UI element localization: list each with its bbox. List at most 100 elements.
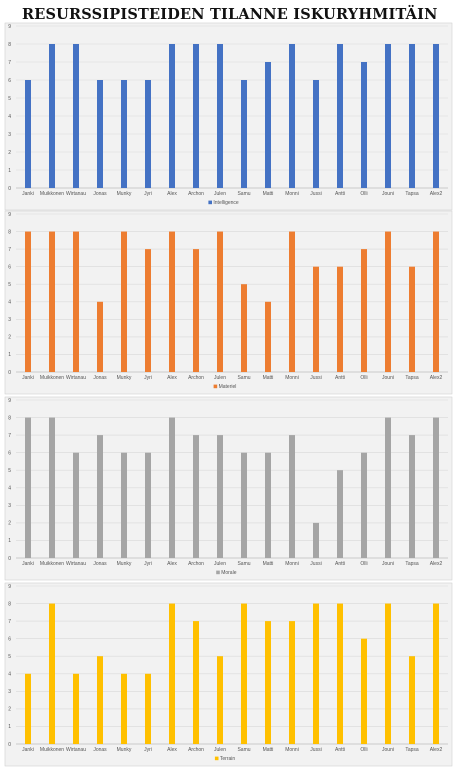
x-tick-label: Archon: [188, 561, 204, 567]
page-title: RESURSSIPISTEIDEN TILANNE ISKURYHMITÄIN: [22, 6, 438, 23]
bar-olli: [361, 638, 367, 744]
y-tick-label: 9: [8, 212, 11, 218]
legend-swatch: [214, 756, 219, 761]
bar-munky: [121, 673, 127, 744]
y-tick-label: 5: [8, 282, 11, 288]
bar-julen: [217, 231, 223, 372]
bar-samu: [241, 284, 247, 372]
bar-tapsa: [409, 44, 415, 188]
bar-jussi: [313, 603, 319, 744]
bar-olli: [361, 452, 367, 558]
legend-label: Intelligence: [213, 200, 239, 206]
bar-jouni: [385, 417, 391, 558]
y-tick-label: 5: [8, 654, 11, 660]
x-tick-label: Alex2: [430, 561, 443, 567]
x-tick-label: Samu: [237, 747, 250, 753]
x-tick-label: Jyri: [144, 747, 152, 753]
y-tick-label: 8: [8, 415, 11, 421]
legend-label: Terrain: [220, 756, 236, 762]
y-tick-label: 6: [8, 450, 11, 456]
x-tick-label: Olli: [360, 747, 367, 753]
y-tick-label: 2: [8, 521, 11, 527]
y-tick-label: 0: [8, 186, 11, 192]
bar-julen: [217, 435, 223, 558]
chart-materiel: 0 1 2 3 4 5 6 7 8 9 Janki Muikkonen Wirtanau Jonas Mun…: [0, 210, 458, 396]
bar-antti: [337, 44, 343, 188]
bar-samu: [241, 452, 247, 558]
x-tick-label: Janki: [22, 191, 34, 197]
y-tick-label: 0: [8, 370, 11, 376]
x-tick-label: Jouni: [382, 375, 394, 381]
x-tick-label: Jonas: [93, 375, 107, 381]
y-tick-label: 8: [8, 229, 11, 235]
bar-jonas: [97, 435, 103, 558]
x-tick-label: Jouni: [382, 561, 394, 567]
x-tick-label: Jouni: [382, 191, 394, 197]
bar-samu: [241, 603, 247, 744]
legend-label: Morale: [221, 570, 237, 576]
x-tick-label: Alex: [167, 747, 177, 753]
bar-monni: [289, 621, 295, 744]
bar-alex: [169, 44, 175, 188]
y-tick-label: 4: [8, 486, 11, 492]
y-tick-label: 1: [8, 724, 11, 730]
bar-matti: [265, 452, 271, 558]
x-tick-label: Jonas: [93, 191, 107, 197]
y-tick-label: 2: [8, 335, 11, 341]
y-tick-label: 1: [8, 538, 11, 544]
y-tick-label: 7: [8, 60, 11, 66]
bar-olli: [361, 249, 367, 372]
y-tick-label: 0: [8, 556, 11, 562]
x-tick-label: Julen: [214, 375, 226, 381]
y-tick-label: 9: [8, 584, 11, 590]
bar-archon: [193, 621, 199, 744]
bar-alex2: [433, 231, 439, 372]
x-tick-label: Antti: [335, 561, 345, 567]
x-tick-label: Munky: [117, 375, 132, 381]
bar-archon: [193, 435, 199, 558]
bar-muikkonen: [49, 417, 55, 558]
x-tick-label: Tapsa: [405, 191, 419, 197]
bar-jouni: [385, 44, 391, 188]
x-tick-label: Samu: [237, 191, 250, 197]
bar-jonas: [97, 301, 103, 372]
x-tick-label: Wirtanau: [66, 747, 86, 753]
bar-archon: [193, 249, 199, 372]
x-tick-label: Jonas: [93, 561, 107, 567]
bar-wirtanau: [73, 452, 79, 558]
bar-tapsa: [409, 435, 415, 558]
x-tick-label: Jyri: [144, 375, 152, 381]
x-tick-label: Jussi: [310, 191, 321, 197]
x-tick-label: Archon: [188, 191, 204, 197]
x-tick-label: Monni: [285, 747, 299, 753]
x-tick-label: Antti: [335, 375, 345, 381]
x-tick-label: Jyri: [144, 191, 152, 197]
y-tick-label: 3: [8, 503, 11, 509]
x-tick-label: Alex2: [430, 375, 443, 381]
x-tick-label: Samu: [237, 561, 250, 567]
legend-swatch: [208, 200, 212, 205]
y-tick-label: 6: [8, 264, 11, 270]
y-tick-label: 8: [8, 601, 11, 607]
bar-jussi: [313, 266, 319, 372]
x-tick-label: Tapsa: [405, 747, 419, 753]
bar-tapsa: [409, 266, 415, 372]
y-tick-label: 9: [8, 24, 11, 30]
bar-munky: [121, 231, 127, 372]
x-tick-label: Muikkonen: [40, 747, 64, 753]
bar-muikkonen: [49, 44, 55, 188]
bar-wirtanau: [73, 44, 79, 188]
bar-janki: [25, 417, 31, 558]
bar-jouni: [385, 231, 391, 372]
bar-monni: [289, 44, 295, 188]
x-tick-label: Wirtanau: [66, 191, 86, 197]
bar-janki: [25, 673, 31, 744]
bar-olli: [361, 62, 367, 188]
x-tick-label: Jyri: [144, 561, 152, 567]
chart-morale-svg: 0 1 2 3 4 5 6 7 8 9 Janki Muikkonen Wirtanau Jonas Mun…: [4, 396, 453, 581]
bar-muikkonen: [49, 231, 55, 372]
x-tick-label: Jussi: [310, 747, 321, 753]
x-tick-label: Matti: [263, 561, 274, 567]
chart-intelligence-svg: 0 1 2 3 4 5 6 7 8 9 Janki Muikkonen Wirtanau Jonas Mun…: [4, 22, 453, 211]
bar-jyri: [145, 673, 151, 744]
